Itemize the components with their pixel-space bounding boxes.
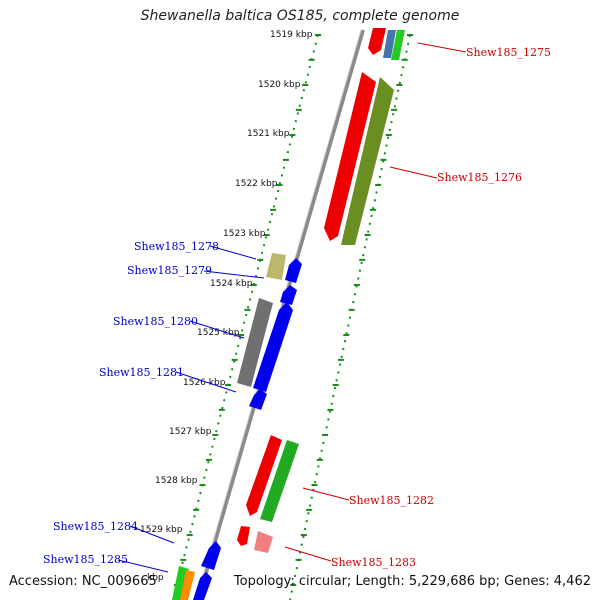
gene-label[interactable]: Shew185_1282 xyxy=(349,494,434,507)
gene-arrow[interactable] xyxy=(341,77,394,245)
gene-arrow[interactable] xyxy=(249,389,267,410)
gene-label[interactable]: Shew185_1281 xyxy=(99,366,184,379)
gene-label[interactable]: Shew185_1278 xyxy=(134,240,219,253)
gene-arrow[interactable] xyxy=(280,285,297,305)
gene-label[interactable]: Shew185_1280 xyxy=(113,315,198,328)
gene-arrow[interactable] xyxy=(237,298,273,387)
leader-line xyxy=(284,546,332,562)
gene-arrow[interactable] xyxy=(285,258,302,283)
gene-arrow[interactable] xyxy=(246,435,282,516)
gene-arrow[interactable] xyxy=(237,526,250,546)
accession-label: Accession: NC_009665 xyxy=(9,574,157,589)
gene-label[interactable]: Shew185_1276 xyxy=(437,171,522,184)
gene-label[interactable]: Shew185_1275 xyxy=(466,46,551,59)
tick-label: 1526 kbp xyxy=(183,378,226,388)
gene-arrow[interactable] xyxy=(260,440,299,522)
leader-line xyxy=(389,166,438,179)
tick-label: 1521 kbp xyxy=(247,129,290,139)
leader-line xyxy=(203,270,265,279)
leader-line xyxy=(189,320,245,339)
leader-line xyxy=(302,487,350,501)
leader-line xyxy=(129,525,175,544)
gene-label[interactable]: Shew185_1283 xyxy=(331,556,416,569)
tick-label: 1528 kbp xyxy=(155,476,198,486)
gene-arrow[interactable] xyxy=(266,253,286,280)
genome-summary: Topology: circular; Length: 5,229,686 bp… xyxy=(233,574,591,589)
gene-label[interactable]: Shew185_1279 xyxy=(127,264,212,277)
gene-arrow[interactable] xyxy=(324,72,376,241)
gene-arrow[interactable] xyxy=(391,30,405,60)
leader-lines xyxy=(117,42,467,573)
left-tick-rail xyxy=(172,34,319,600)
tick-label: 1523 kbp xyxy=(223,229,266,239)
tick-label: kbp xyxy=(147,573,164,583)
forward-genes xyxy=(237,28,405,553)
gene-label[interactable]: Shew185_1284 xyxy=(53,520,138,533)
leader-line xyxy=(175,371,237,393)
leader-line xyxy=(209,245,257,260)
gene-arrow[interactable] xyxy=(193,572,212,600)
right-tick-rail xyxy=(289,34,411,600)
tick-label: 1520 kbp xyxy=(258,80,301,90)
tick-label: 1529 kbp xyxy=(140,525,183,535)
gene-arrow[interactable] xyxy=(253,302,293,392)
gene-label[interactable]: Shew185_1285 xyxy=(43,553,128,566)
map-title: Shewanella baltica OS185, complete genom… xyxy=(140,8,460,24)
gene-arrow[interactable] xyxy=(383,30,396,58)
tick-label: 1527 kbp xyxy=(169,427,212,437)
gene-labels: Shew185_1275 Shew185_1276 Shew185_1278 S… xyxy=(43,46,551,569)
tick-label: 1525 kbp xyxy=(197,328,240,338)
gene-arrow[interactable] xyxy=(180,570,195,600)
tick-marks xyxy=(173,34,413,587)
leader-line xyxy=(117,559,169,573)
tick-labels: 1519 kbp 1520 kbp 1521 kbp 1522 kbp 1523… xyxy=(140,30,313,583)
tick-label: 1522 kbp xyxy=(235,179,278,189)
reverse-genes xyxy=(172,253,302,600)
tick-label: 1524 kbp xyxy=(210,279,253,289)
gene-arrow[interactable] xyxy=(172,566,189,600)
gene-arrow[interactable] xyxy=(201,541,221,570)
leader-line xyxy=(417,42,467,53)
tick-label: 1519 kbp xyxy=(270,30,313,40)
gene-arrow[interactable] xyxy=(254,531,273,553)
gene-arrow[interactable] xyxy=(368,28,386,55)
